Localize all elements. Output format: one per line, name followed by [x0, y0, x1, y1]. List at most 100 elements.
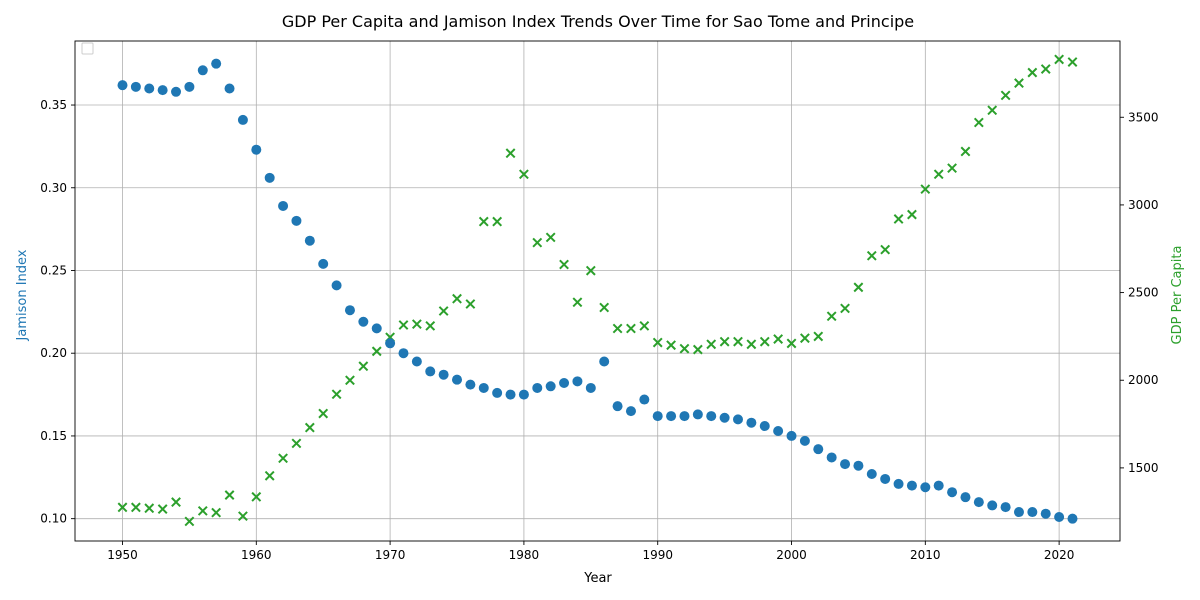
gdp-point — [251, 491, 262, 502]
x-tick-label: 1970 — [375, 548, 406, 562]
gdp-point — [799, 333, 810, 344]
gdp-point — [505, 148, 516, 159]
jamison-point — [545, 381, 556, 392]
x-tick-label: 2000 — [776, 548, 807, 562]
left-y-tick-label: 0.10 — [40, 512, 67, 526]
gdp-point-stroke — [264, 470, 275, 481]
grid — [75, 41, 1120, 541]
gdp-point — [893, 214, 904, 224]
jamison-point — [572, 376, 583, 387]
gdp-point-stroke — [1000, 90, 1011, 101]
gdp-point-stroke — [960, 146, 971, 157]
gdp-point — [1054, 54, 1065, 65]
gdp-point-stroke — [840, 303, 850, 314]
jamison-point — [826, 452, 837, 463]
gdp-point-stroke — [1027, 67, 1038, 78]
x-tick-label: 1980 — [509, 548, 540, 562]
jamison-point — [264, 172, 275, 183]
gdp-point-stroke — [532, 237, 543, 248]
gdp-point-stroke — [519, 169, 529, 180]
gdp-point-stroke — [933, 169, 944, 180]
gdp-point — [599, 302, 610, 313]
jamison-point — [331, 280, 342, 291]
gdp-point-stroke — [238, 511, 248, 522]
gdp-point-stroke — [224, 490, 235, 500]
gdp-point-stroke — [853, 282, 864, 293]
gdp-point — [920, 184, 931, 195]
axes: 1950 1960 1970 1980 1990 2000 2010 2020 0.10 0.15… — [40, 40, 1159, 562]
gdp-per-capita-series — [117, 54, 1078, 527]
gdp-point-stroke — [371, 346, 382, 357]
gdp-point — [278, 453, 288, 464]
jamison-point — [291, 215, 302, 226]
jamison-point — [652, 411, 663, 422]
gdp-point-stroke — [799, 333, 810, 344]
gdp-point-stroke — [211, 507, 222, 518]
gdp-point-stroke — [492, 216, 503, 227]
jamison-point — [425, 366, 436, 377]
gdp-point — [880, 244, 891, 255]
left-y-tick-label: 0.20 — [40, 346, 67, 360]
gdp-point-stroke — [1040, 64, 1051, 74]
gdp-point — [452, 293, 462, 304]
gdp-point — [786, 338, 797, 349]
jamison-point — [746, 417, 757, 428]
gdp-point-stroke — [117, 502, 128, 513]
gdp-point — [1027, 67, 1038, 78]
gdp-point-stroke — [679, 343, 690, 354]
gdp-point-stroke — [599, 302, 610, 313]
gdp-point-stroke — [1067, 57, 1078, 67]
gdp-point-stroke — [733, 336, 743, 347]
jamison-point — [398, 348, 409, 359]
gdp-point — [626, 323, 636, 334]
jamison-point — [157, 85, 168, 96]
jamison-index-series — [117, 58, 1078, 524]
gdp-point-stroke — [907, 209, 917, 220]
gdp-point-stroke — [197, 505, 208, 516]
gdp-point — [144, 503, 155, 514]
jamison-point — [1040, 508, 1051, 519]
jamison-point — [759, 421, 770, 432]
gdp-point-stroke — [452, 293, 462, 304]
gdp-point — [545, 232, 556, 243]
jamison-point — [438, 369, 449, 380]
gdp-point-stroke — [157, 504, 168, 514]
gdp-point — [692, 344, 703, 355]
jamison-point — [117, 80, 128, 91]
gdp-point — [826, 311, 837, 322]
right-y-tick-label: 3000 — [1128, 198, 1159, 212]
gdp-point — [1014, 78, 1024, 88]
gdp-point-stroke — [144, 503, 155, 514]
gdp-point-stroke — [130, 502, 141, 513]
gdp-point-stroke — [639, 320, 650, 331]
gdp-point — [304, 422, 315, 433]
gdp-point — [238, 511, 248, 522]
gdp-point — [853, 282, 864, 293]
gdp-point — [813, 331, 824, 342]
jamison-point — [197, 65, 208, 76]
gdp-point — [465, 299, 476, 309]
gdp-point-stroke — [652, 337, 663, 348]
gdp-point — [706, 339, 717, 350]
jamison-point — [599, 356, 610, 367]
jamison-point — [920, 482, 931, 493]
gdp-point-stroke — [251, 491, 262, 502]
jamison-point — [358, 316, 369, 327]
jamison-point — [130, 81, 141, 92]
jamison-point — [799, 435, 810, 446]
gdp-point — [559, 259, 569, 270]
gdp-point-stroke — [880, 244, 891, 255]
jamison-point — [840, 459, 851, 470]
gdp-point-stroke — [545, 232, 556, 243]
gdp-point — [224, 490, 235, 500]
gdp-point — [973, 117, 984, 128]
jamison-point — [1067, 513, 1078, 524]
jamison-point — [866, 468, 877, 479]
jamison-point — [1000, 502, 1011, 513]
jamison-point — [211, 58, 222, 69]
gdp-point — [1000, 90, 1011, 101]
right-axis-title: GDP Per Capita — [1170, 246, 1185, 345]
gdp-point-stroke — [184, 516, 195, 527]
gdp-point-stroke — [920, 184, 931, 195]
